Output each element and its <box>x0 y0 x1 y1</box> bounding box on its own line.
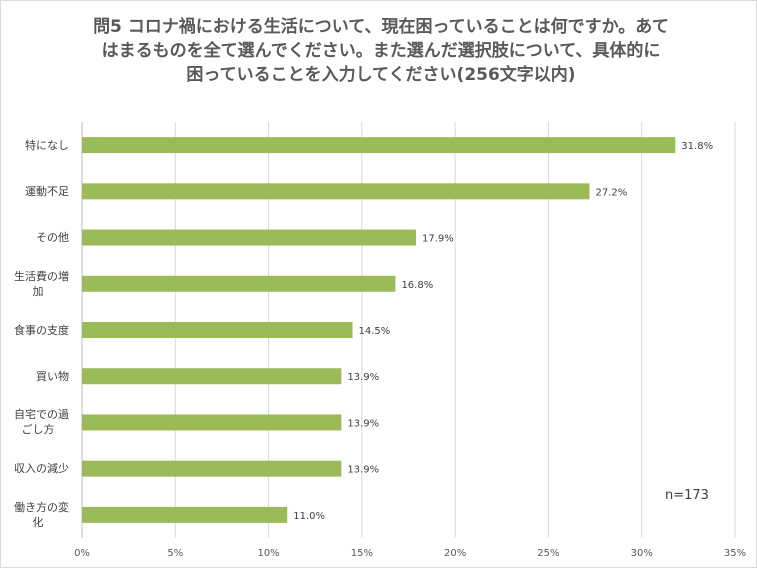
category-label: 運動不足 <box>7 184 69 199</box>
category-label-line: 買い物 <box>36 369 69 383</box>
data-label: 13.9% <box>347 465 379 476</box>
category-label-line: ごし方 <box>21 423 55 437</box>
data-label: 11.0% <box>293 511 325 522</box>
category-label: その他 <box>7 230 69 245</box>
category-label-line: 化 <box>32 515 44 529</box>
bar <box>82 183 590 200</box>
category-label-line: 自宅での過 <box>14 408 69 422</box>
bar <box>82 506 288 523</box>
category-label: 買い物 <box>7 369 69 384</box>
category-label-line: 食事の支度 <box>14 323 69 337</box>
data-label: 27.2% <box>595 187 627 198</box>
x-tick-label: 10% <box>257 548 279 559</box>
x-tick-label: 25% <box>537 548 559 559</box>
data-label: 13.9% <box>347 418 379 429</box>
bar <box>82 460 342 477</box>
category-label: 食事の支度 <box>7 323 69 338</box>
category-label-line: 運動不足 <box>25 184 69 198</box>
data-label: 16.8% <box>401 280 433 291</box>
bar <box>82 229 416 246</box>
data-label: 17.9% <box>422 234 454 245</box>
x-tick-label: 15% <box>351 548 373 559</box>
category-label: 生活費の増加 <box>7 269 69 299</box>
data-label: 13.9% <box>347 372 379 383</box>
category-label-line: 加 <box>32 284 44 298</box>
x-tick-label: 0% <box>74 548 90 559</box>
sample-size-note: n=173 <box>665 488 709 503</box>
bar <box>82 368 342 385</box>
bar <box>82 275 396 292</box>
data-label: 14.5% <box>359 326 391 337</box>
bar <box>82 137 676 154</box>
x-tick-label: 35% <box>724 548 746 559</box>
category-label-line: 収入の減少 <box>14 462 69 476</box>
chart-title: 問5 コロナ禍における生活について、現在困っていることは何ですか。あて はまるも… <box>93 17 669 85</box>
bar <box>82 322 353 338</box>
x-tick-label: 20% <box>444 548 466 559</box>
category-label: 働き方の変化 <box>7 500 69 530</box>
x-tick-label: 5% <box>167 548 183 559</box>
category-label-line: その他 <box>36 231 69 245</box>
category-label-line: 生活費の増 <box>14 269 69 283</box>
x-tick-label: 30% <box>631 548 653 559</box>
category-label-line: 特になし <box>25 138 69 152</box>
category-label-line: 働き方の変 <box>14 500 69 514</box>
category-label: 特になし <box>7 138 69 153</box>
category-label: 収入の減少 <box>7 461 69 476</box>
data-label: 31.8% <box>681 141 713 152</box>
bar <box>82 414 342 431</box>
category-label: 自宅での過 ごし方 <box>7 407 69 437</box>
